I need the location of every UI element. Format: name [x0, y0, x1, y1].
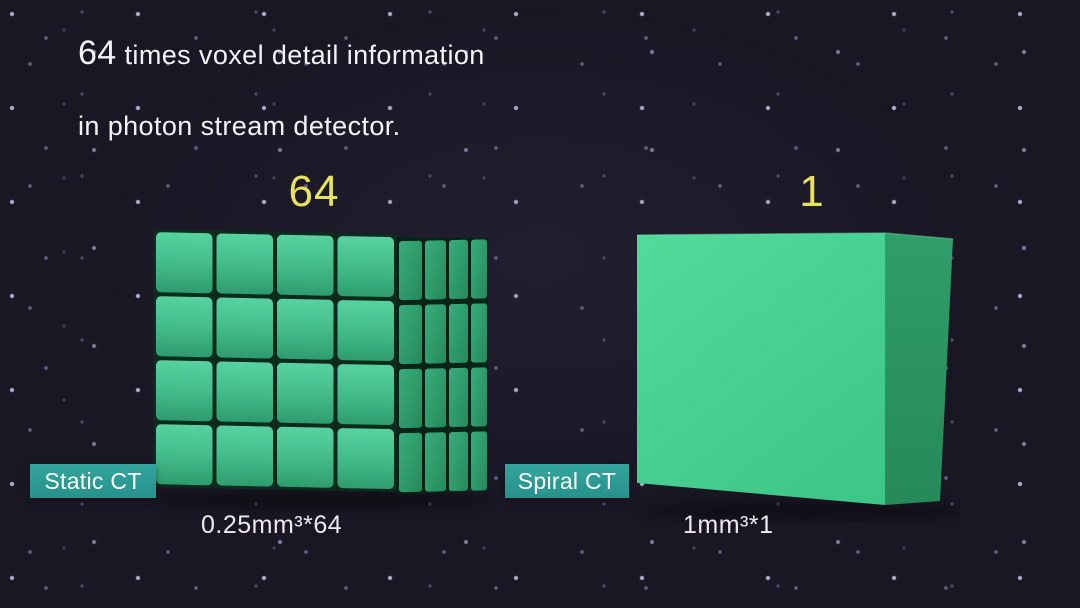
voxel-cell	[216, 425, 273, 487]
caption-static-ct: 0.25mm³*64	[201, 511, 343, 539]
voxel-cell	[277, 234, 334, 296]
voxel-cell	[216, 361, 273, 423]
voxel-cell	[337, 428, 394, 490]
tag-static-ct-label: Static CT	[44, 467, 142, 494]
voxel-cell	[216, 297, 273, 359]
voxel-cell	[449, 367, 468, 428]
voxel-count-spiral: 1	[799, 167, 825, 216]
title-line-1-rest: times voxel detail information	[116, 40, 485, 70]
tag-static-ct: Static CT	[30, 464, 156, 498]
voxel-cell	[277, 426, 334, 488]
voxel-cell	[471, 431, 487, 491]
solid-cube-1	[636, 232, 960, 521]
voxel-cell	[399, 432, 422, 493]
voxel-side-cells	[399, 239, 487, 493]
solid-cube-side-face	[885, 233, 953, 505]
voxel-cube-64	[152, 229, 488, 509]
voxel-cell	[471, 239, 487, 299]
voxel-cell	[337, 300, 394, 362]
voxel-cell	[156, 424, 213, 486]
title-line-1: 64 times voxel detail information	[78, 34, 485, 73]
cube-ground-shadow	[645, 501, 960, 521]
voxel-cell	[337, 364, 394, 426]
cube-ground-shadow	[152, 491, 488, 509]
voxel-side-backdrop	[397, 237, 488, 495]
voxel-cell	[425, 368, 446, 428]
page-title: 64 times voxel detail information in pho…	[78, 34, 485, 142]
voxel-cell	[399, 304, 422, 365]
voxel-cell	[425, 240, 446, 300]
solid-cube-front-face	[637, 233, 885, 505]
tag-spiral-ct-label: Spiral CT	[517, 467, 617, 494]
voxel-cell	[156, 296, 213, 358]
caption-spiral-ct: 1mm³*1	[683, 511, 774, 539]
voxel-front-backdrop	[153, 229, 399, 493]
voxel-cell	[399, 368, 422, 429]
voxel-cell	[425, 304, 446, 364]
solid-cube-top-edge	[636, 232, 954, 240]
voxel-cell	[449, 431, 468, 492]
voxel-cell	[216, 233, 273, 295]
voxel-cell	[471, 367, 487, 427]
tag-spiral-ct: Spiral CT	[505, 464, 629, 498]
voxel-cell	[277, 362, 334, 424]
voxel-cell	[156, 360, 213, 422]
voxel-cell	[277, 298, 334, 360]
voxel-cell	[449, 239, 468, 300]
voxel-cell	[425, 432, 446, 492]
voxel-cell	[471, 303, 487, 363]
title-big-number: 64	[78, 34, 117, 72]
voxel-front-cells	[156, 232, 394, 490]
voxel-cell	[337, 236, 394, 298]
voxel-cell	[156, 232, 213, 294]
title-line-2: in photon stream detector.	[78, 111, 401, 141]
voxel-count-static: 64	[288, 167, 340, 216]
voxel-cell	[449, 303, 468, 364]
voxel-cell	[399, 240, 422, 301]
